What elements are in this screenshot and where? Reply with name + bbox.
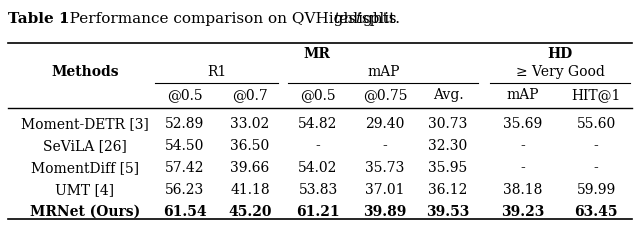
Text: HD: HD <box>547 47 573 61</box>
Text: 36.50: 36.50 <box>230 139 269 153</box>
Text: 59.99: 59.99 <box>577 183 616 197</box>
Text: 38.18: 38.18 <box>503 183 543 197</box>
Text: Moment-DETR [3]: Moment-DETR [3] <box>21 117 149 131</box>
Text: Table 1: Table 1 <box>8 12 70 26</box>
Text: HIT@1: HIT@1 <box>572 88 621 102</box>
Text: @0.5: @0.5 <box>300 88 336 102</box>
Text: -: - <box>316 139 321 153</box>
Text: Methods: Methods <box>51 65 119 79</box>
Text: 45.20: 45.20 <box>228 205 272 219</box>
Text: -: - <box>520 139 525 153</box>
Text: -: - <box>594 161 598 175</box>
Text: 33.02: 33.02 <box>230 117 269 131</box>
Text: 32.30: 32.30 <box>428 139 468 153</box>
Text: ≥ Very Good: ≥ Very Good <box>516 65 604 79</box>
Text: 54.82: 54.82 <box>298 117 338 131</box>
Text: MomentDiff [5]: MomentDiff [5] <box>31 161 139 175</box>
Text: SeViLA [26]: SeViLA [26] <box>43 139 127 153</box>
Text: MR: MR <box>303 47 330 61</box>
Text: 52.89: 52.89 <box>165 117 205 131</box>
Text: -: - <box>383 139 387 153</box>
Text: 61.54: 61.54 <box>163 205 207 219</box>
Text: 57.42: 57.42 <box>165 161 205 175</box>
Text: 56.23: 56.23 <box>165 183 205 197</box>
Text: 39.66: 39.66 <box>230 161 269 175</box>
Text: -: - <box>594 139 598 153</box>
Text: mAP: mAP <box>368 65 400 79</box>
Text: 39.53: 39.53 <box>426 205 470 219</box>
Text: @0.7: @0.7 <box>232 88 268 102</box>
Text: -: - <box>520 161 525 175</box>
Text: 63.45: 63.45 <box>574 205 618 219</box>
Text: 61.21: 61.21 <box>296 205 340 219</box>
Text: @0.5: @0.5 <box>167 88 203 102</box>
Text: test: test <box>333 12 362 26</box>
Text: 54.02: 54.02 <box>298 161 338 175</box>
Text: 37.01: 37.01 <box>365 183 404 197</box>
Text: . Performance comparison on QVHighlights: . Performance comparison on QVHighlights <box>60 12 401 26</box>
Text: split.: split. <box>357 12 400 26</box>
Text: 53.83: 53.83 <box>298 183 338 197</box>
Text: 36.12: 36.12 <box>428 183 468 197</box>
Text: @0.75: @0.75 <box>363 88 407 102</box>
Text: UMT [4]: UMT [4] <box>56 183 115 197</box>
Text: MRNet (Ours): MRNet (Ours) <box>30 205 140 219</box>
Text: 35.73: 35.73 <box>365 161 404 175</box>
Text: 35.95: 35.95 <box>428 161 468 175</box>
Text: 39.89: 39.89 <box>364 205 406 219</box>
Text: 29.40: 29.40 <box>365 117 404 131</box>
Text: R1: R1 <box>207 65 227 79</box>
Text: 54.50: 54.50 <box>165 139 205 153</box>
Text: mAP: mAP <box>507 88 540 102</box>
Text: 55.60: 55.60 <box>577 117 616 131</box>
Text: 39.23: 39.23 <box>501 205 545 219</box>
Text: 35.69: 35.69 <box>504 117 543 131</box>
Text: Avg.: Avg. <box>433 88 463 102</box>
Text: 41.18: 41.18 <box>230 183 270 197</box>
Text: 30.73: 30.73 <box>428 117 468 131</box>
